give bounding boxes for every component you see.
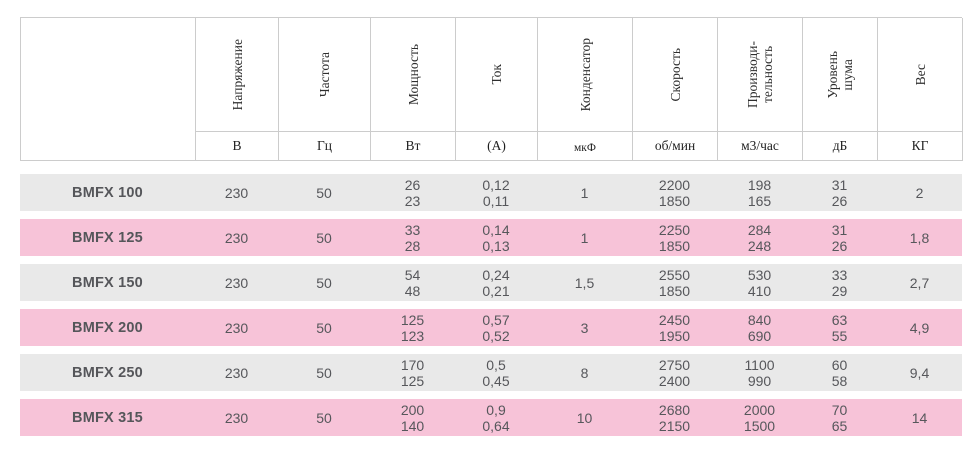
value-cell-speed: 2450 1950 <box>658 311 691 344</box>
column-header-label: Мощность <box>405 43 421 106</box>
value-cell-current: 0,9 0,64 <box>482 401 510 434</box>
value-cell-voltage: 230 <box>224 184 249 201</box>
value-cell-airflow: 1100 990 <box>744 356 775 389</box>
value-cell-airflow: 284 248 <box>747 221 772 254</box>
column-header-weight: Вес <box>878 18 963 132</box>
column-header-frequency: Частота <box>279 18 371 132</box>
value-cell-power: 125 123 <box>400 311 425 344</box>
value-cell-frequency: 50 <box>316 319 332 336</box>
specs-table: Напряжение Частота Мощность Ток Конденсатор С… <box>20 17 963 444</box>
value-cell-noise: 31 26 <box>831 176 848 209</box>
value-cell-current: 0,12 0,11 <box>482 176 510 209</box>
value-cell-weight: 2 <box>915 184 924 201</box>
value-cell-current: 0,5 0,45 <box>482 356 510 389</box>
value-cell-capacitor: 1,5 <box>574 274 595 291</box>
column-header-label: Производи- тельность <box>745 40 775 109</box>
value-cell-frequency: 50 <box>316 229 332 246</box>
value-cell-speed: 2680 2150 <box>658 401 691 434</box>
column-unit-voltage: В <box>196 132 279 161</box>
value-cell-airflow: 2000 1500 <box>743 401 776 434</box>
table-row: BMFX 315 230 50 200 140 0,9 0,64 10 2680 2150 2… <box>20 399 962 436</box>
value-cell-capacitor: 3 <box>580 319 589 336</box>
value-cell-capacitor: 1 <box>580 229 589 246</box>
value-cell-speed: 2550 1850 <box>658 266 691 299</box>
value-cell-frequency: 50 <box>316 409 332 426</box>
value-cell-airflow: 530 410 <box>747 266 772 299</box>
table-row: BMFX 200 230 50 125 123 0,57 0,52 3 2450 1950 8… <box>20 309 962 346</box>
model-name-cell: BMFX 150 <box>72 274 143 291</box>
value-cell-current: 0,24 0,21 <box>482 266 510 299</box>
column-unit-power: Вт <box>371 132 456 161</box>
value-cell-speed: 2250 1850 <box>658 221 691 254</box>
value-cell-current: 0,14 0,13 <box>482 221 510 254</box>
table-header: Напряжение Частота Мощность Ток Конденсатор С… <box>20 17 963 161</box>
header-corner-cell <box>21 18 196 161</box>
column-header-label: Напряжение <box>229 38 245 111</box>
value-cell-power: 26 23 <box>404 176 421 209</box>
value-cell-current: 0,57 0,52 <box>482 311 510 344</box>
value-cell-voltage: 230 <box>224 364 249 381</box>
value-cell-weight: 14 <box>911 409 928 426</box>
column-unit-current: (А) <box>456 132 538 161</box>
value-cell-capacitor: 8 <box>580 364 589 381</box>
value-cell-voltage: 230 <box>224 274 249 291</box>
value-cell-power: 33 28 <box>404 221 421 254</box>
column-unit-noise: дБ <box>803 132 878 161</box>
value-cell-power: 170 125 <box>400 356 425 389</box>
value-cell-speed: 2200 1850 <box>658 176 691 209</box>
value-cell-noise: 33 29 <box>831 266 848 299</box>
table-row: BMFX 100 230 50 26 23 0,12 0,11 1 2200 1850 198… <box>20 174 962 211</box>
value-cell-frequency: 50 <box>316 364 332 381</box>
model-name-cell: BMFX 315 <box>72 409 143 426</box>
column-unit-speed: об/мин <box>633 132 718 161</box>
value-cell-frequency: 50 <box>316 184 332 201</box>
value-cell-power: 54 48 <box>404 266 421 299</box>
value-cell-capacitor: 1 <box>580 184 589 201</box>
column-header-capacitor: Конденсатор <box>538 18 633 132</box>
value-cell-voltage: 230 <box>224 319 249 336</box>
column-header-label: Скорость <box>667 47 683 102</box>
column-header-label: Уровень шума <box>825 50 855 99</box>
value-cell-weight: 1,8 <box>909 229 930 246</box>
table-row: BMFX 150 230 50 54 48 0,24 0,21 1,5 2550 1850 5… <box>20 264 962 301</box>
column-unit-capacitor: мкФ <box>538 132 633 161</box>
column-header-power: Мощность <box>371 18 456 132</box>
value-cell-voltage: 230 <box>224 409 249 426</box>
column-header-speed: Скорость <box>633 18 718 132</box>
column-header-label: Конденсатор <box>577 37 593 112</box>
column-unit-airflow: м3/час <box>718 132 803 161</box>
column-header-noise: Уровень шума <box>803 18 878 132</box>
value-cell-speed: 2750 2400 <box>658 356 691 389</box>
value-cell-noise: 70 65 <box>831 401 848 434</box>
value-cell-power: 200 140 <box>400 401 425 434</box>
value-cell-capacitor: 10 <box>576 409 593 426</box>
table-row: BMFX 125 230 50 33 28 0,14 0,13 1 2250 1850 284… <box>20 219 962 256</box>
column-header-airflow: Производи- тельность <box>718 18 803 132</box>
model-name-cell: BMFX 250 <box>72 364 143 381</box>
model-name-cell: BMFX 200 <box>72 319 143 336</box>
model-name-cell: BMFX 100 <box>72 184 143 201</box>
value-cell-airflow: 198 165 <box>747 176 772 209</box>
model-name-cell: BMFX 125 <box>72 229 143 246</box>
value-cell-noise: 60 58 <box>831 356 848 389</box>
column-header-label: Вес <box>912 63 928 86</box>
table-body: BMFX 100 230 50 26 23 0,12 0,11 1 2200 1850 198… <box>20 174 962 436</box>
value-cell-airflow: 840 690 <box>747 311 772 344</box>
table-row: BMFX 250 230 50 170 125 0,5 0,45 8 2750 2400 11… <box>20 354 962 391</box>
column-header-label: Частота <box>317 51 332 98</box>
value-cell-frequency: 50 <box>316 274 332 291</box>
value-cell-voltage: 230 <box>224 229 249 246</box>
value-cell-weight: 2,7 <box>909 274 930 291</box>
column-header-current: Ток <box>456 18 538 132</box>
column-header-label: Ток <box>489 64 504 85</box>
column-header-voltage: Напряжение <box>196 18 279 132</box>
value-cell-weight: 4,9 <box>909 319 930 336</box>
column-unit-weight: КГ <box>878 132 963 161</box>
column-unit-frequency: Гц <box>279 132 371 161</box>
value-cell-weight: 9,4 <box>909 364 930 381</box>
value-cell-noise: 31 26 <box>831 221 848 254</box>
value-cell-noise: 63 55 <box>831 311 848 344</box>
